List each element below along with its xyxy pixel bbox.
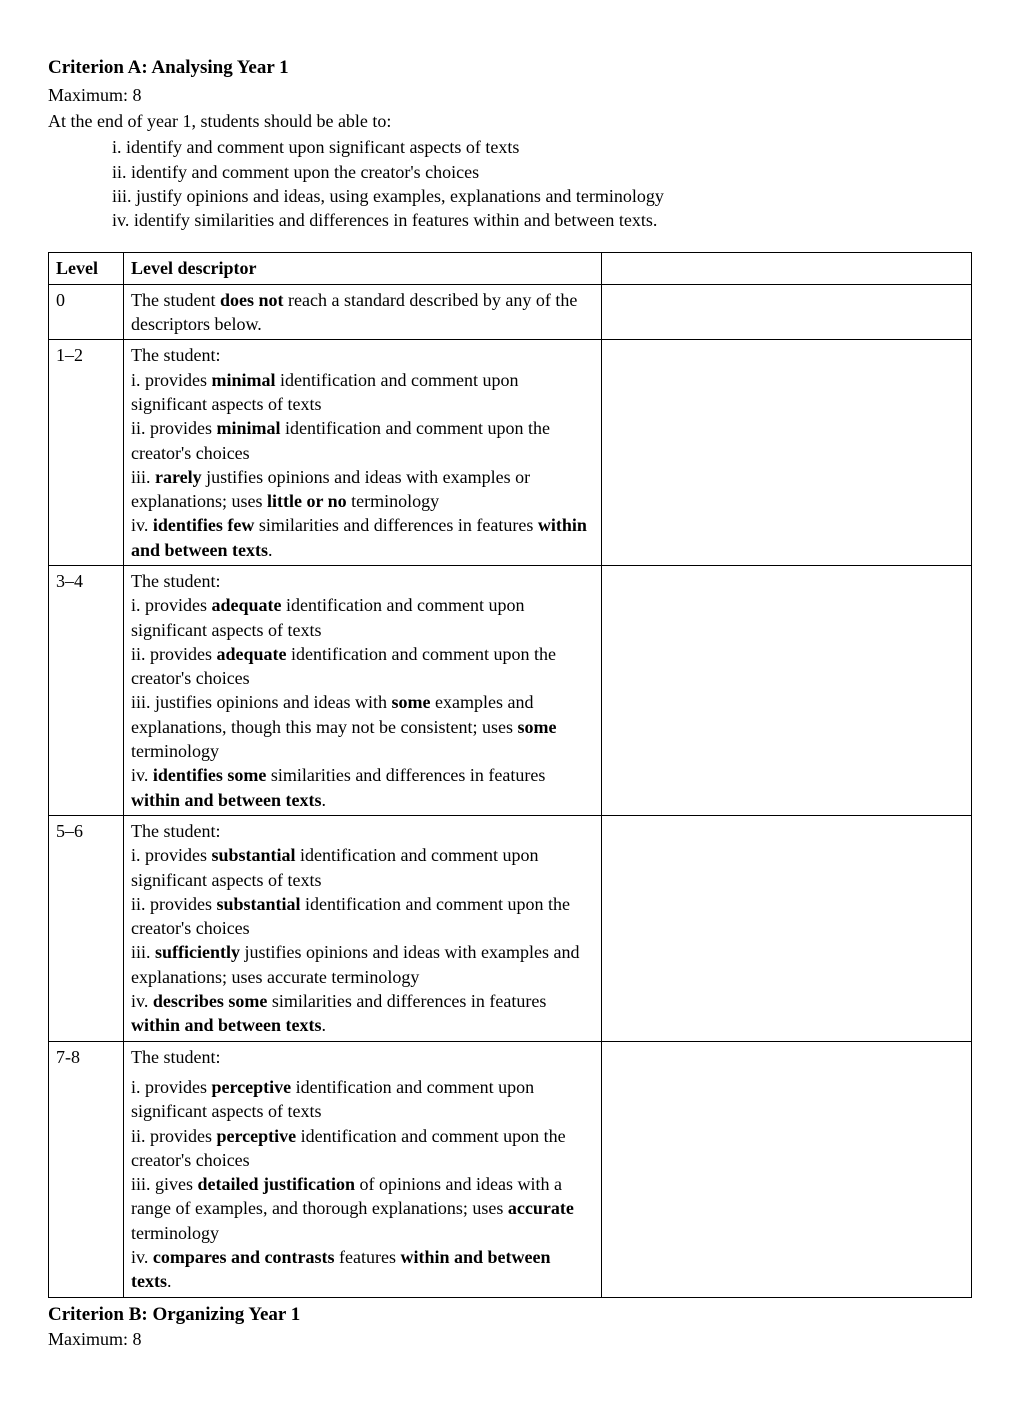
descriptor-cell: The student does not reach a standard de…	[124, 284, 602, 340]
criterion-b-maximum: Maximum: 8	[48, 1327, 972, 1351]
blank-cell	[602, 284, 972, 340]
table-row: 1–2 The student: i. provides minimal ide…	[49, 340, 972, 566]
level-cell: 0	[49, 284, 124, 340]
header-level: Level	[49, 253, 124, 284]
objective-iii: iii. justify opinions and ideas, using e…	[112, 184, 972, 208]
level-cell: 5–6	[49, 815, 124, 1041]
blank-cell	[602, 565, 972, 815]
objective-ii: ii. identify and comment upon the creato…	[112, 160, 972, 184]
level-cell: 1–2	[49, 340, 124, 566]
header-descriptor: Level descriptor	[124, 253, 602, 284]
objective-i: i. identify and comment upon significant…	[112, 135, 972, 159]
descriptor-cell: The student: i. provides substantial ide…	[124, 815, 602, 1041]
blank-cell	[602, 340, 972, 566]
criterion-b-section: Criterion B: Organizing Year 1 Maximum: …	[48, 1302, 972, 1352]
objectives-list: i. identify and comment upon significant…	[112, 135, 972, 232]
table-row: 0 The student does not reach a standard …	[49, 284, 972, 340]
table-row: 7-8 The student: i. provides perceptive …	[49, 1041, 972, 1297]
criterion-a-maximum: Maximum: 8	[48, 83, 972, 107]
criterion-a-intro: At the end of year 1, students should be…	[48, 109, 972, 133]
blank-cell	[602, 1041, 972, 1297]
table-row: 5–6 The student: i. provides substantial…	[49, 815, 972, 1041]
descriptor-cell: The student: i. provides perceptive iden…	[124, 1041, 602, 1297]
header-blank	[602, 253, 972, 284]
objective-iv: iv. identify similarities and difference…	[112, 208, 972, 232]
table-header-row: Level Level descriptor	[49, 253, 972, 284]
criterion-a-section: Criterion A: Analysing Year 1 Maximum: 8…	[48, 55, 972, 232]
criterion-a-title: Criterion A: Analysing Year 1	[48, 55, 972, 81]
rubric-table: Level Level descriptor 0 The student doe…	[48, 252, 972, 1297]
descriptor-cell: The student: i. provides minimal identif…	[124, 340, 602, 566]
level-cell: 7-8	[49, 1041, 124, 1297]
blank-cell	[602, 815, 972, 1041]
table-row: 3–4 The student: i. provides adequate id…	[49, 565, 972, 815]
level-cell: 3–4	[49, 565, 124, 815]
criterion-b-title: Criterion B: Organizing Year 1	[48, 1302, 972, 1328]
descriptor-cell: The student: i. provides adequate identi…	[124, 565, 602, 815]
